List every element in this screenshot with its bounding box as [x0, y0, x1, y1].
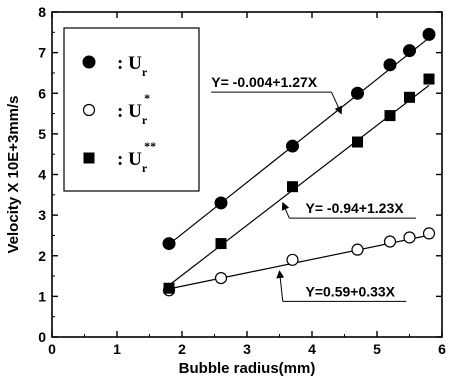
data-point — [214, 196, 228, 210]
y-tick-label: 6 — [38, 85, 46, 101]
label-arrow — [276, 270, 285, 302]
data-point — [351, 243, 364, 256]
data-point — [82, 103, 96, 117]
data-point — [383, 58, 397, 72]
x-tick-label: 4 — [308, 341, 316, 357]
legend-superscript: ** — [144, 139, 156, 153]
label-arrow — [331, 91, 342, 115]
data-point — [404, 91, 415, 103]
fit-equation-label: Y= -0.004+1.27X — [211, 74, 318, 90]
x-tick-label: 3 — [243, 341, 251, 357]
data-point — [82, 55, 96, 69]
y-tick-label: 7 — [38, 45, 46, 61]
data-point — [403, 231, 416, 244]
data-point — [215, 238, 227, 250]
y-tick-label: 8 — [38, 4, 46, 20]
legend-subscript: r — [142, 161, 148, 175]
data-point — [383, 235, 397, 248]
fit-equation-label: Y=0.59+0.33X — [306, 283, 396, 299]
legend-superscript: * — [144, 91, 150, 105]
x-tick-label: 2 — [178, 341, 186, 357]
data-point — [83, 152, 95, 164]
x-tick-label: 5 — [373, 341, 381, 357]
data-point — [422, 227, 436, 240]
x-axis-title: Bubble radius(mm) — [179, 360, 316, 377]
y-tick-label: 1 — [38, 288, 46, 304]
data-point — [214, 271, 228, 285]
y-tick-label: 5 — [38, 126, 46, 142]
data-point — [351, 86, 364, 100]
y-tick-label: 0 — [38, 329, 46, 345]
x-tick-label: 1 — [113, 341, 121, 357]
data-point — [163, 282, 175, 294]
data-point — [384, 110, 396, 122]
fit-equation-label: Y= -0.94+1.23X — [306, 200, 405, 216]
y-tick-label: 3 — [38, 207, 46, 223]
y-tick-label: 2 — [38, 248, 46, 264]
legend-subscript: r — [142, 65, 148, 79]
fit-line — [168, 37, 430, 245]
y-tick-label: 4 — [38, 167, 46, 183]
data-point — [286, 139, 299, 153]
data-point — [286, 253, 299, 266]
x-tick-label: 6 — [438, 341, 446, 357]
data-point — [352, 136, 363, 148]
legend-subscript: r — [142, 113, 148, 127]
data-point — [162, 237, 176, 251]
x-tick-label: 0 — [48, 341, 56, 357]
label-arrow — [281, 201, 290, 219]
data-point — [422, 27, 436, 41]
data-point — [423, 73, 435, 85]
data-point — [403, 44, 416, 58]
data-point — [287, 181, 298, 193]
y-axis-title: Velocity X 10E+3mm/s — [5, 95, 22, 253]
